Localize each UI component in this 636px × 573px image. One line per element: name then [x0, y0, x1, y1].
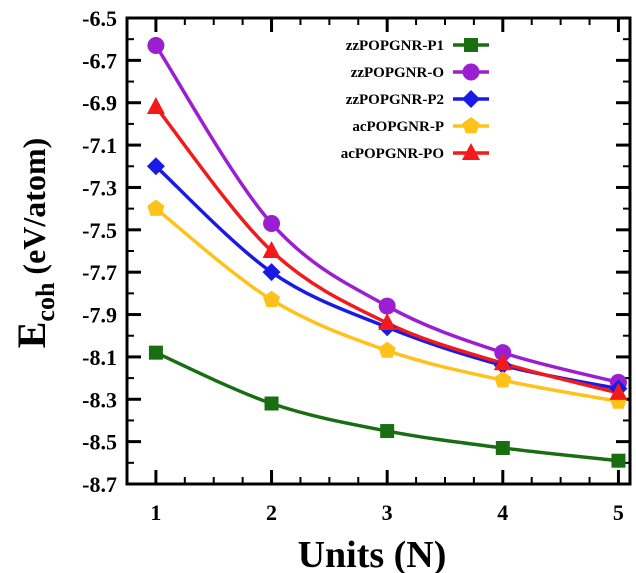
legend-label-zzPOPGNR-P2: zzPOPGNR-P2 — [346, 92, 444, 108]
data-point-zzPOPGNR-O — [494, 344, 512, 362]
series-line-acPOPGNR-PO — [154, 105, 619, 395]
series-line-zzPOPGNR-P1 — [155, 351, 619, 463]
y-axis-title-unit: (eV/atom) — [16, 138, 52, 283]
legend-label-zzPOPGNR-O: zzPOPGNR-O — [351, 65, 444, 81]
legend-marker-zzPOPGNR-P1 — [464, 38, 478, 52]
data-point-acPOPGNR-PO — [378, 313, 397, 331]
legend-label-acPOPGNR-P: acPOPGNR-P — [352, 119, 444, 135]
x-tick-label: 2 — [266, 500, 277, 525]
legend-marker-acPOPGNR-P — [462, 117, 480, 134]
data-point-acPOPGNR-PO — [146, 96, 165, 114]
data-point-zzPOPGNR-P1 — [380, 424, 395, 439]
y-tick-label: -7.1 — [82, 133, 117, 158]
x-tick-label: 3 — [382, 500, 393, 525]
legend-label-acPOPGNR-PO: acPOPGNR-PO — [341, 146, 444, 162]
data-point-acPOPGNR-P — [494, 371, 512, 388]
legend: zzPOPGNR-P1 zzPOPGNR-O zzPOPGNR-P2 acPOPGNR… — [341, 38, 489, 162]
y-tick-label: -6.7 — [82, 48, 117, 73]
legend-marker-zzPOPGNR-P2 — [462, 90, 480, 108]
y-tick-label: -8.7 — [82, 472, 117, 497]
data-point-zzPOPGNR-O — [147, 37, 165, 55]
y-tick-label: -7.3 — [82, 175, 117, 200]
series-line-zzPOPGNR-O — [154, 44, 619, 385]
y-axis-title-subscript: coh — [31, 282, 60, 322]
x-tick-label: 5 — [613, 500, 624, 525]
x-tick-label: 1 — [150, 500, 161, 525]
data-point-zzPOPGNR-P1 — [148, 345, 163, 360]
data-point-zzPOPGNR-P1 — [495, 440, 510, 455]
y-tick-label: -7.5 — [82, 218, 117, 243]
legend-marker-zzPOPGNR-O — [462, 63, 480, 81]
x-axis-tick-labels: 1 2 3 4 5 — [150, 500, 624, 525]
y-tick-label: -7.7 — [82, 260, 117, 285]
y-tick-label: -8.3 — [82, 387, 117, 412]
series-markers — [146, 37, 628, 468]
data-point-zzPOPGNR-P1 — [611, 453, 626, 468]
data-point-zzPOPGNR-P2 — [146, 157, 165, 176]
legend-label-zzPOPGNR-P1: zzPOPGNR-P1 — [346, 38, 444, 54]
data-point-zzPOPGNR-O — [263, 214, 281, 232]
data-point-acPOPGNR-PO — [493, 353, 512, 371]
legend-marker-acPOPGNR-PO — [462, 143, 480, 160]
y-tick-label: -8.5 — [82, 430, 117, 455]
y-axis-title-symbol: E — [9, 322, 54, 349]
y-tick-label: -6.9 — [82, 91, 117, 116]
x-axis-title: Units (N) — [298, 534, 447, 573]
y-tick-label: -8.1 — [82, 345, 117, 370]
y-tick-label: -6.5 — [82, 6, 117, 31]
data-point-zzPOPGNR-O — [378, 297, 396, 315]
data-point-acPOPGNR-P — [263, 290, 281, 307]
data-point-acPOPGNR-PO — [609, 382, 628, 400]
data-point-zzPOPGNR-P1 — [264, 396, 279, 411]
y-axis-title: Ecoh (eV/atom) — [9, 138, 60, 349]
data-point-zzPOPGNR-P2 — [262, 263, 281, 282]
y-axis-ticks — [127, 16, 630, 486]
plot-frame — [125, 16, 632, 486]
y-axis-tick-labels: -6.5 -6.7 -6.9 -7.1 -7.3 -7.5 -7.7 -7.9 -8.1 -8.3… — [82, 6, 117, 497]
x-axis-ticks — [154, 18, 620, 484]
data-point-acPOPGNR-PO — [262, 241, 281, 258]
x-tick-label: 4 — [497, 500, 508, 525]
y-tick-label: -7.9 — [82, 303, 117, 328]
data-point-acPOPGNR-P — [147, 199, 165, 216]
data-point-acPOPGNR-P — [378, 341, 396, 358]
